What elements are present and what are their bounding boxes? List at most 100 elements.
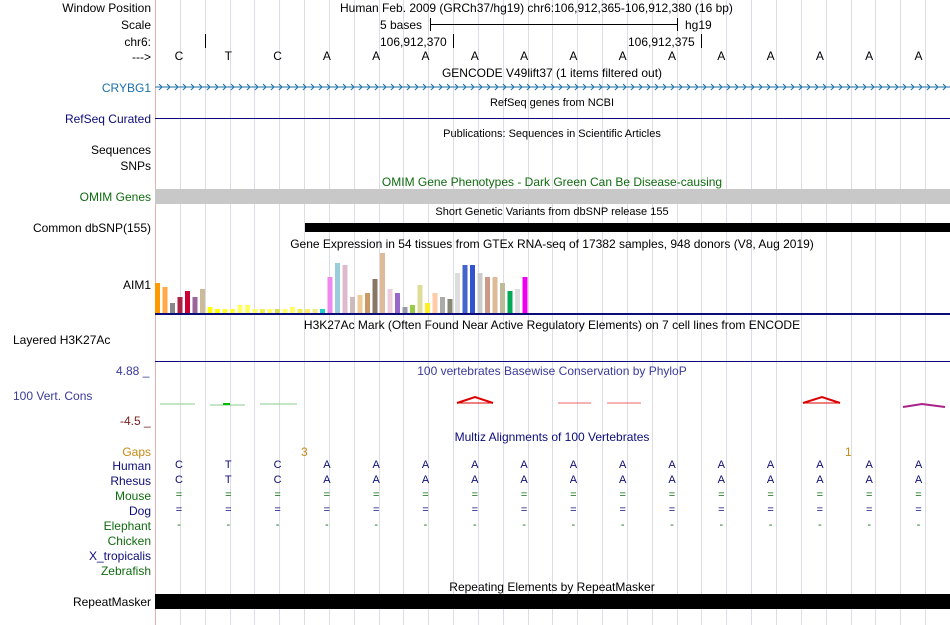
gtex-tissue-bar[interactable] xyxy=(500,283,505,313)
gtex-tissue-bar[interactable] xyxy=(522,277,528,313)
gtex-tissue-bar[interactable] xyxy=(260,309,265,313)
species-label-mouse[interactable]: Mouse xyxy=(114,489,151,503)
gtex-tissue-bar[interactable] xyxy=(230,309,235,313)
species-label-chicken[interactable]: Chicken xyxy=(107,534,151,548)
dbsnp-track-label[interactable]: Common dbSNP(155) xyxy=(32,221,151,235)
species-label-dog[interactable]: Dog xyxy=(128,504,151,518)
dbsnp-variant-bar[interactable] xyxy=(305,223,950,232)
sequence-base: A xyxy=(520,49,529,63)
gtex-tissue-bar[interactable] xyxy=(177,297,183,313)
strand-chevron xyxy=(254,83,259,91)
gtex-tissue-bar[interactable] xyxy=(305,309,310,313)
gtex-tissue-bar[interactable] xyxy=(245,305,250,313)
refseq-track-label[interactable]: RefSeq Curated xyxy=(64,112,151,126)
omim-track-label[interactable]: OMIM Genes xyxy=(79,190,151,204)
phylop-conservation-plot[interactable] xyxy=(155,390,950,415)
gtex-tissue-bar[interactable] xyxy=(335,263,340,313)
gtex-tissue-bar[interactable] xyxy=(185,291,190,313)
gtex-tissue-bar[interactable] xyxy=(267,309,273,313)
gtex-expression-chart[interactable] xyxy=(155,250,950,314)
gtex-tissue-bar[interactable] xyxy=(297,309,303,313)
gtex-tissue-bar[interactable] xyxy=(350,297,355,313)
gtex-tissue-bar[interactable] xyxy=(402,307,408,313)
repeatmasker-element-bar[interactable] xyxy=(155,594,950,609)
gtex-tissue-bar[interactable] xyxy=(387,289,393,313)
gtex-tissue-bar[interactable] xyxy=(357,295,363,313)
strand-chevron xyxy=(638,83,643,91)
gtex-track-label[interactable]: AIM1 xyxy=(122,278,151,292)
gtex-tissue-bar[interactable] xyxy=(365,293,370,313)
gtex-tissue-bar[interactable] xyxy=(290,307,295,313)
gtex-tissue-bar[interactable] xyxy=(455,273,460,313)
gtex-tissue-bar[interactable] xyxy=(477,273,483,313)
strand-chevron xyxy=(694,83,699,91)
grid-line xyxy=(378,0,380,625)
strand-chevron xyxy=(158,83,163,91)
repeatmasker-track-label[interactable]: RepeatMasker xyxy=(72,595,151,609)
refseq-gene-line[interactable] xyxy=(155,118,950,119)
strand-chevron xyxy=(726,83,731,91)
gencode-gene-feature[interactable] xyxy=(155,80,950,94)
alignment-base: - xyxy=(374,519,379,531)
gtex-tissue-bar[interactable] xyxy=(162,287,168,313)
gtex-tissue-bar[interactable] xyxy=(215,309,220,313)
gtex-tissue-bar[interactable] xyxy=(380,253,385,313)
gtex-tissue-bar[interactable] xyxy=(170,303,175,313)
h3k27ac-track-label[interactable]: Layered H3K27Ac xyxy=(13,333,111,347)
window-position-label[interactable]: Window Position xyxy=(62,1,151,15)
gtex-tissue-bar[interactable] xyxy=(447,299,453,313)
gencode-track-label[interactable]: CRYBG1 xyxy=(101,81,151,95)
species-label-elephant[interactable]: Elephant xyxy=(103,519,151,533)
gtex-tissue-bar[interactable] xyxy=(440,297,445,313)
sequence-base: A xyxy=(372,49,381,63)
gtex-tissue-bar[interactable] xyxy=(485,277,490,313)
gtex-tissue-bar[interactable] xyxy=(425,303,430,313)
gtex-tissue-bar[interactable] xyxy=(200,289,205,313)
scale-label[interactable]: Scale xyxy=(120,18,151,32)
grid-line xyxy=(304,0,306,625)
gtex-tissue-bar[interactable] xyxy=(342,265,348,313)
gtex-tissue-bar[interactable] xyxy=(462,265,468,313)
alignment-base: = xyxy=(422,504,429,516)
species-label-x_tropicalis[interactable]: X_tropicalis xyxy=(88,549,151,563)
gtex-tissue-bar[interactable] xyxy=(312,309,318,313)
gtex-tissue-bar[interactable] xyxy=(470,265,475,313)
gtex-tissue-bar[interactable] xyxy=(192,297,198,313)
gtex-tissue-bar[interactable] xyxy=(372,279,378,313)
alignment-base: A xyxy=(865,474,873,486)
strand-chevron xyxy=(518,83,523,91)
species-label-human[interactable]: Human xyxy=(112,459,151,473)
publications-sequences-label[interactable]: Sequences xyxy=(90,143,151,157)
gtex-tissue-bar[interactable] xyxy=(320,309,325,313)
gtex-tissue-bar[interactable] xyxy=(410,305,415,313)
species-label-rhesus[interactable]: Rhesus xyxy=(110,474,151,488)
phylop-track-label[interactable]: 100 Vert. Cons xyxy=(13,389,93,403)
gtex-tissue-bar[interactable] xyxy=(395,293,400,313)
strand-chevron xyxy=(630,83,635,91)
strand-chevron xyxy=(710,83,715,91)
gtex-tissue-bar[interactable] xyxy=(222,309,228,313)
gtex-tissue-bar[interactable] xyxy=(155,283,160,313)
omim-gene-bar[interactable] xyxy=(155,189,950,204)
gtex-tissue-bar[interactable] xyxy=(237,305,243,313)
grid-line xyxy=(751,0,753,625)
gtex-tissue-bar[interactable] xyxy=(207,307,213,313)
gtex-tissue-bar[interactable] xyxy=(282,309,288,313)
gtex-tissue-bar[interactable] xyxy=(492,277,498,313)
alignment-base: T xyxy=(224,459,232,471)
gtex-tissue-bar[interactable] xyxy=(275,309,280,313)
species-label-zebrafish[interactable]: Zebrafish xyxy=(100,564,151,578)
gtex-tissue-bar[interactable] xyxy=(327,277,333,313)
gtex-tissue-bar[interactable] xyxy=(507,291,513,313)
publications-snps-label[interactable]: SNPs xyxy=(120,159,151,173)
gtex-tissue-bar[interactable] xyxy=(417,285,423,313)
gtex-tissue-bar[interactable] xyxy=(432,293,438,313)
grid-line xyxy=(651,0,653,625)
chrom-label[interactable]: chr6: xyxy=(124,35,151,49)
multiz-gaps-label[interactable]: Gaps xyxy=(122,445,151,459)
phylop-min-label: -4.5 _ xyxy=(120,414,151,428)
strand-chevron xyxy=(566,83,571,91)
gtex-tissue-bar[interactable] xyxy=(252,309,258,313)
gtex-tissue-bar[interactable] xyxy=(515,289,520,313)
